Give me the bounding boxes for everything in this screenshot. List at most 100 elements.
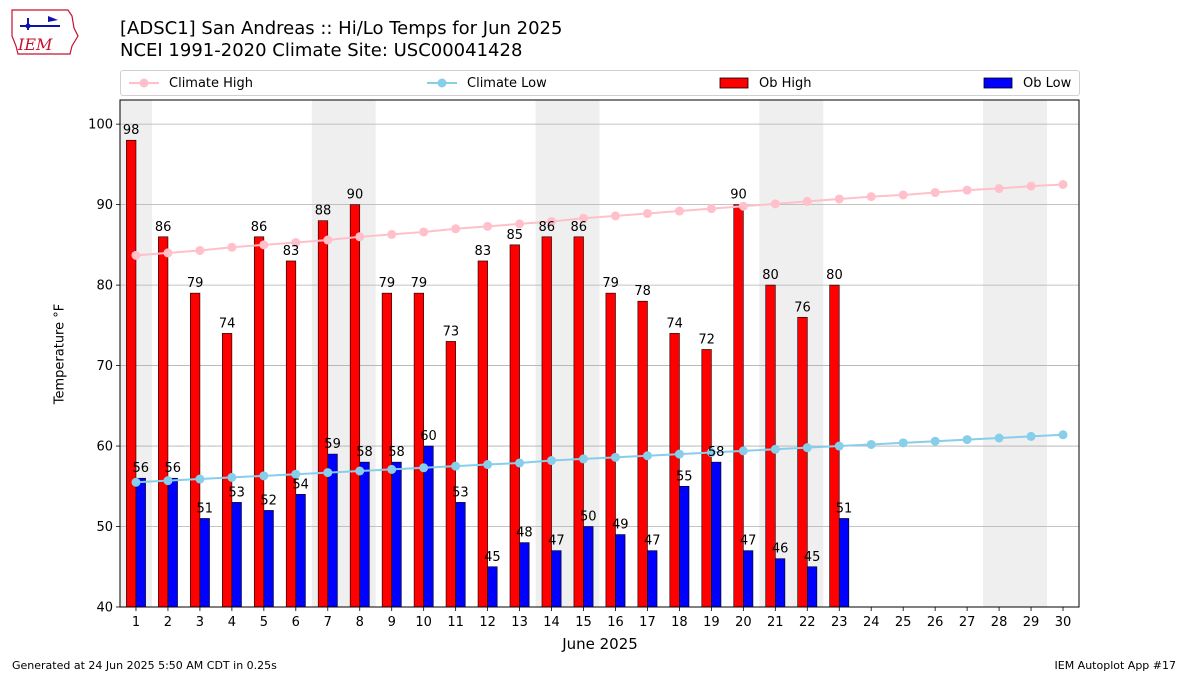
ob-high-bar xyxy=(285,260,297,608)
ob-low-bar xyxy=(359,461,370,608)
data-label: 86 xyxy=(155,220,172,235)
legend-label: Climate High xyxy=(169,75,254,91)
ob-low-bar xyxy=(647,550,658,608)
climate-low-point xyxy=(483,460,493,470)
climate-low-point xyxy=(131,477,141,487)
data-label: 74 xyxy=(666,316,683,331)
climate-low-point xyxy=(994,433,1004,443)
climate-high-point xyxy=(387,229,397,239)
ob-low-bar xyxy=(231,502,242,608)
x-tick-label: 29 xyxy=(1023,615,1040,630)
climate-low-point xyxy=(419,463,429,473)
ob-high-bar xyxy=(221,333,233,608)
climate-high-point xyxy=(483,221,493,231)
data-label: 45 xyxy=(804,550,821,565)
ob-high-bar xyxy=(701,349,712,608)
legend-ob-high: Ob High xyxy=(719,71,812,95)
x-tick-label: 11 xyxy=(447,615,464,630)
x-tick-label: 7 xyxy=(324,615,332,630)
ob-low-bar xyxy=(775,558,786,608)
climate-low-point xyxy=(834,441,844,451)
ob-high-bar xyxy=(126,139,137,608)
climate-high-point xyxy=(610,211,620,221)
data-label: 46 xyxy=(772,542,789,557)
data-label: 51 xyxy=(196,501,213,516)
data-label: 58 xyxy=(708,445,725,460)
climate-low-point xyxy=(610,452,620,462)
climate-low-point xyxy=(291,469,301,479)
climate-low-point xyxy=(355,466,365,476)
climate-low-point xyxy=(1026,431,1036,441)
legend-label: Climate Low xyxy=(467,75,547,91)
ob-low-bar xyxy=(199,518,210,608)
x-tick-label: 20 xyxy=(735,615,752,630)
ob-low-bar xyxy=(743,550,754,608)
x-tick-label: 17 xyxy=(639,615,656,630)
climate-high-point xyxy=(227,242,237,252)
x-tick-label: 10 xyxy=(415,615,432,630)
x-tick-label: 19 xyxy=(703,615,720,630)
data-label: 51 xyxy=(836,501,853,516)
climate-low-point xyxy=(195,474,205,484)
ob-high-bar xyxy=(573,236,584,608)
data-label: 56 xyxy=(164,461,181,476)
generated-timestamp: Generated at 24 Jun 2025 5:50 AM CDT in … xyxy=(12,659,277,672)
data-label: 54 xyxy=(292,477,309,492)
climate-high-point xyxy=(962,185,972,195)
data-label: 76 xyxy=(794,300,811,315)
x-tick-label: 15 xyxy=(575,615,592,630)
data-label: 83 xyxy=(283,244,300,259)
ob-high-bar xyxy=(509,244,520,608)
data-label: 60 xyxy=(420,429,437,444)
climate-high-point xyxy=(898,190,908,200)
climate-high-point xyxy=(163,248,173,258)
climate-high-point xyxy=(547,217,557,227)
y-tick-label: 90 xyxy=(96,198,113,213)
climate-high-point xyxy=(323,235,333,245)
climate-high-line xyxy=(135,183,1064,257)
ob-high-bar xyxy=(158,236,169,608)
data-label: 79 xyxy=(602,276,619,291)
data-label: 45 xyxy=(484,550,501,565)
ob-high-bar xyxy=(317,220,329,608)
climate-high-point xyxy=(706,204,716,214)
legend-label: Ob Low xyxy=(1023,75,1072,91)
x-tick-label: 18 xyxy=(671,615,688,630)
climate-low-point xyxy=(802,443,812,453)
x-tick-label: 30 xyxy=(1055,615,1072,630)
climate-low-point xyxy=(674,449,684,459)
data-label: 79 xyxy=(379,276,396,291)
data-label: 90 xyxy=(730,188,747,203)
data-label: 52 xyxy=(260,493,277,508)
climate-high-point xyxy=(802,196,812,206)
climate-high-point xyxy=(674,206,684,216)
chart-subtitle: NCEI 1991-2020 Climate Site: USC00041428 xyxy=(120,40,523,61)
ob-low-bar xyxy=(391,461,402,608)
data-label: 85 xyxy=(507,228,524,243)
app-credit: IEM Autoplot App #17 xyxy=(1054,659,1177,672)
climate-low-point xyxy=(1058,430,1068,440)
climate-low-point xyxy=(163,476,173,486)
y-tick-label: 50 xyxy=(96,520,113,535)
climate-high-point xyxy=(419,227,429,237)
data-label: 58 xyxy=(388,445,405,460)
data-label: 58 xyxy=(356,445,373,460)
weekend-shading xyxy=(120,100,1048,607)
climate-low-point xyxy=(387,464,397,474)
x-tick-label: 22 xyxy=(799,615,816,630)
climate-low-point xyxy=(866,439,876,449)
y-tick-labels: 40 50 60 70 80 90 100 xyxy=(88,118,120,616)
data-label: 90 xyxy=(347,188,364,203)
ob-low-bar xyxy=(679,485,690,608)
climate-low-point xyxy=(579,454,589,464)
climate-high-point xyxy=(131,250,141,260)
climate-low-point xyxy=(227,472,237,482)
data-label: 88 xyxy=(315,204,332,219)
climate-high-point xyxy=(259,240,269,250)
y-tick-label: 40 xyxy=(96,601,113,616)
climate-high-point xyxy=(1058,180,1068,189)
x-axis-label: June 2025 xyxy=(562,635,638,653)
climate-high-point xyxy=(195,245,205,255)
chart-legend: Climate High Climate Low Ob High Ob Low xyxy=(120,70,1080,96)
x-tick-label: 4 xyxy=(228,615,236,630)
